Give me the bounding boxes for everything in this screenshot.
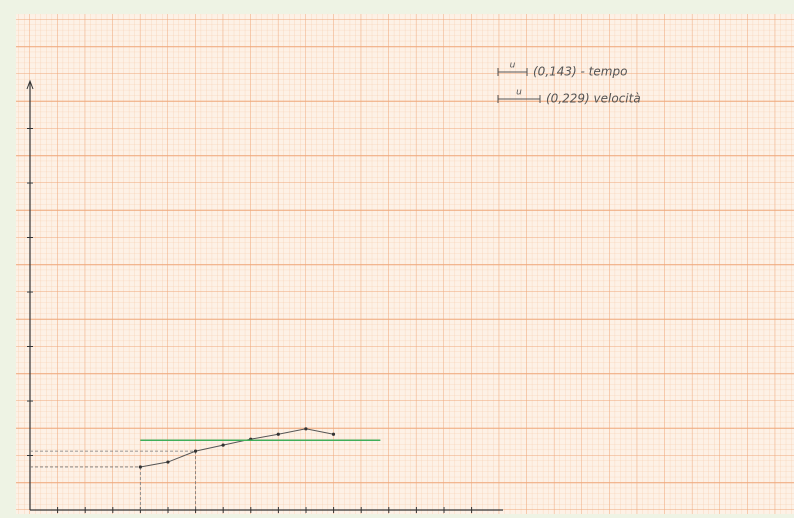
note-text: (0,229) velocità xyxy=(546,92,641,106)
note-text: (0,143) - tempo xyxy=(533,65,627,79)
scale-unit: u xyxy=(516,88,522,98)
data-point xyxy=(194,450,197,453)
data-point xyxy=(332,433,335,436)
data-point xyxy=(277,433,280,436)
data-point xyxy=(166,460,169,463)
scale-unit: u xyxy=(510,61,516,71)
bold-grid xyxy=(16,14,794,514)
data-point xyxy=(222,444,225,447)
data-point xyxy=(139,465,142,468)
data-point xyxy=(304,427,307,430)
chart: u (0,143) - tempo u (0,229) velocità xyxy=(0,0,794,514)
